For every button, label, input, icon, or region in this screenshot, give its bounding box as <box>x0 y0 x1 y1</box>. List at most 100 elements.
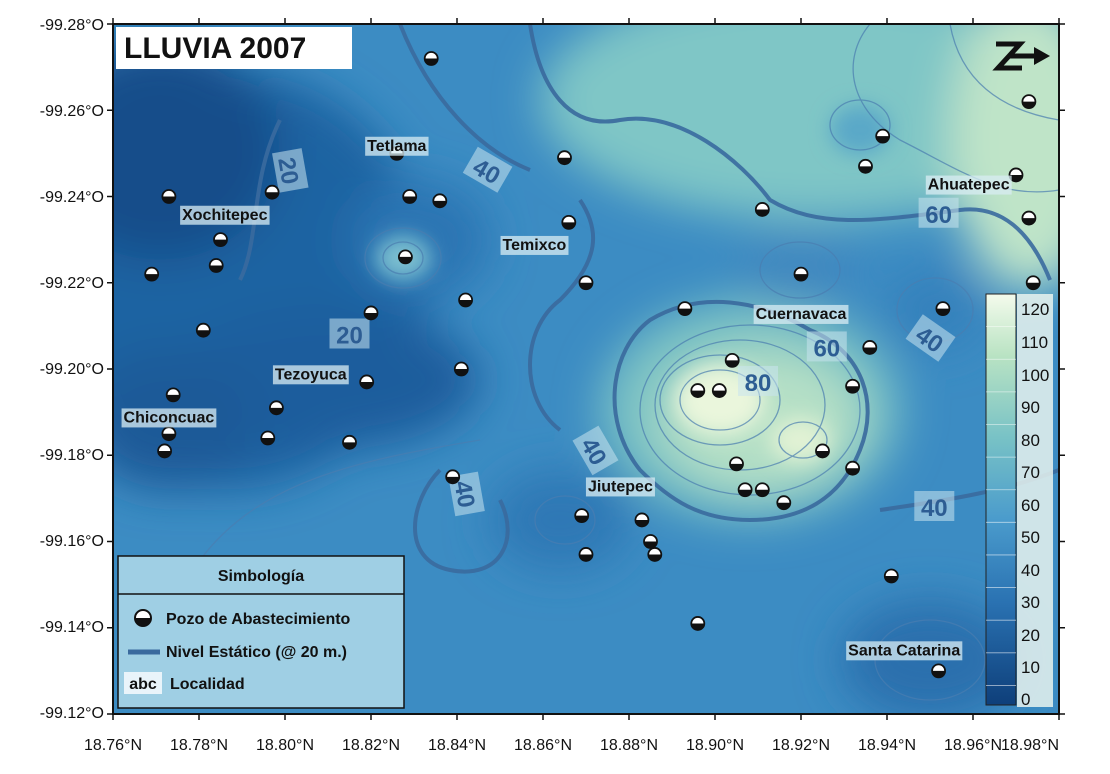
x-tick-label: 18.88°N <box>600 737 658 754</box>
well-marker <box>578 547 594 562</box>
place-label: Jiutepec <box>585 477 655 497</box>
well-marker <box>724 352 740 368</box>
well-marker <box>260 430 276 446</box>
well-marker <box>557 150 572 166</box>
well-marker <box>858 158 873 174</box>
contour-label: 40 <box>914 491 955 522</box>
well-marker <box>165 387 181 403</box>
colorbar-label: 10 <box>1021 658 1040 677</box>
well-marker <box>643 534 658 549</box>
well-marker <box>634 512 650 528</box>
well-marker <box>423 51 439 66</box>
legend-label-well: Pozo de Abastecimiento <box>166 611 351 628</box>
well-marker <box>690 383 706 398</box>
well-marker <box>737 482 753 498</box>
place-label: Cuernavaca <box>753 304 849 324</box>
x-tick-label: 18.96°N <box>944 737 1002 754</box>
well-marker <box>561 214 577 230</box>
place-name: Xochitepec <box>182 207 267 224</box>
contour-label-text: 60 <box>925 202 952 229</box>
x-tick-label: 18.94°N <box>858 737 916 754</box>
x-tick-label: 18.92°N <box>772 737 830 754</box>
colorbar-label: 100 <box>1021 366 1049 385</box>
well-marker <box>862 340 878 355</box>
legend-abc: abc <box>129 676 157 693</box>
x-tick-label: 18.90°N <box>686 737 744 754</box>
colorbar-label: 80 <box>1021 431 1040 450</box>
well-marker <box>195 322 211 338</box>
well-marker <box>363 305 379 321</box>
place-name: Tetlama <box>367 138 426 155</box>
abc-label-icon: abc <box>124 672 162 694</box>
well-marker <box>845 378 860 394</box>
colorbar-label: 120 <box>1021 300 1049 319</box>
place-label: Tetlama <box>365 136 429 156</box>
x-tick-label: 18.78°N <box>170 737 228 754</box>
well-marker <box>213 232 228 248</box>
well-marker <box>1021 94 1037 110</box>
rainfall-field <box>113 24 1059 714</box>
contour-label-text: 40 <box>921 495 948 522</box>
well-marker <box>359 374 375 390</box>
contour-label-text: 20 <box>336 323 363 350</box>
well-marker <box>647 547 663 562</box>
y-tick-label: -99.26°O <box>40 103 104 120</box>
well-marker <box>754 202 770 217</box>
contour-label-text: 20 <box>272 155 303 186</box>
place-name: Chiconcuac <box>124 409 215 426</box>
well-marker <box>845 460 860 476</box>
minor-contours <box>199 24 1059 701</box>
place-name: Ahuatepec <box>928 177 1010 194</box>
well-marker <box>711 383 727 398</box>
well-marker <box>161 189 177 204</box>
map-title: LLUVIA 2007 <box>124 32 306 65</box>
legend-box: Simbología Pozo de Abastecimiento Nivel … <box>117 555 405 709</box>
colorbar-label: 90 <box>1021 398 1040 417</box>
well-marker <box>578 275 594 291</box>
well-marker <box>453 361 469 377</box>
well-marker <box>445 469 461 485</box>
well-marker <box>793 266 809 282</box>
colorbar-label: 50 <box>1021 528 1040 547</box>
well-marker <box>268 400 284 416</box>
place-name: Jiutepec <box>588 478 653 495</box>
well-marker <box>776 495 792 511</box>
well-marker <box>677 301 693 317</box>
well-marker <box>432 193 448 209</box>
well-marker <box>690 616 706 631</box>
x-tick-label: 18.80°N <box>256 737 314 754</box>
contour-label: 60 <box>918 197 959 229</box>
y-tick-label: -99.28°O <box>40 17 104 34</box>
colorbar: 120 110 100 90 80 70 60 50 40 30 20 10 0 <box>985 293 1053 709</box>
wells-layer <box>144 51 1041 679</box>
well-marker <box>815 443 830 459</box>
y-tick-label: -99.22°O <box>40 275 104 292</box>
y-tick-label: -99.18°O <box>40 447 104 464</box>
colorbar-label: 60 <box>1021 496 1040 515</box>
place-label: Santa Catarina <box>846 641 963 661</box>
well-marker <box>144 266 160 282</box>
y-tick-label: -99.20°O <box>40 361 104 378</box>
x-axis: 18.76°N 18.78°N 18.80°N 18.82°N 18.84°N … <box>84 737 1059 754</box>
well-marker <box>931 663 946 679</box>
place-name: Temixco <box>503 237 567 254</box>
y-tick-label: -99.12°O <box>40 705 104 722</box>
places-layer: Tetlama Xochitepec Temixco Ahuatepec Cuernav… <box>121 136 1012 661</box>
well-marker <box>754 482 770 498</box>
legend-label-place: Localidad <box>170 676 245 693</box>
well-icon <box>134 609 152 627</box>
colorbar-label: 70 <box>1021 463 1040 482</box>
legend-title: Simbología <box>218 568 304 585</box>
major-contours <box>238 24 1059 574</box>
contour-label: 60 <box>806 331 847 362</box>
y-axis: -99.28°O -99.26°O -99.24°O -99.22°O -99.… <box>40 17 104 722</box>
colorbar-label: 110 <box>1021 333 1048 352</box>
well-marker <box>1021 210 1037 226</box>
y-tick-label: -99.24°O <box>40 189 104 206</box>
x-tick-label: 18.98°N <box>1001 737 1059 754</box>
place-label: Xochitepec <box>180 205 270 225</box>
well-marker <box>935 301 951 317</box>
place-label: Tezoyuca <box>272 365 349 385</box>
